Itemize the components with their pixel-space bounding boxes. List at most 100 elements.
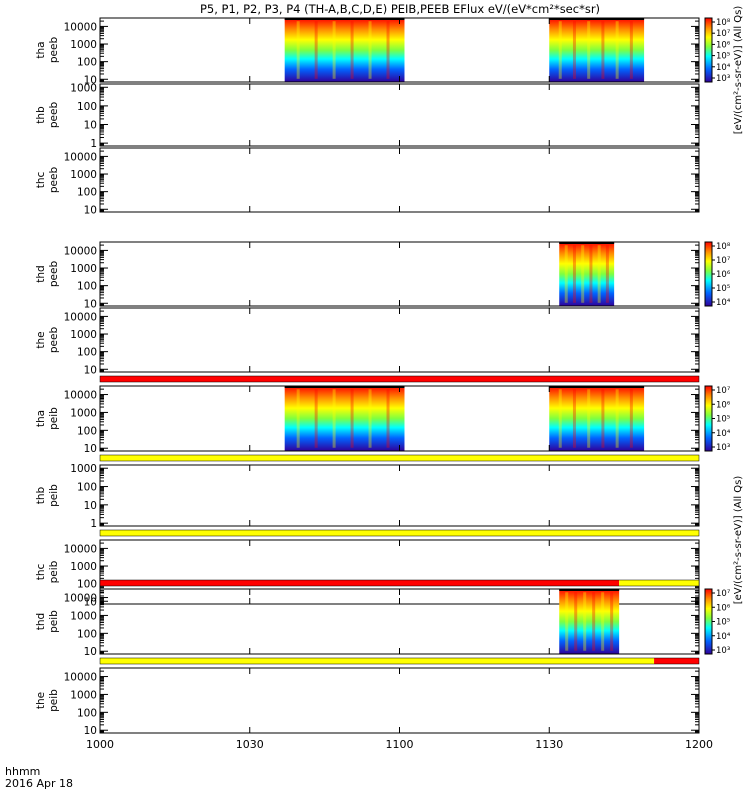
y-tick-label: 10000 <box>64 672 97 684</box>
spectrogram-stripe <box>589 245 593 303</box>
spectrogram-stripe <box>296 389 300 448</box>
colorbar-tick-label: 10⁷ <box>716 256 731 266</box>
quality-bar <box>99 529 700 537</box>
panel-instrument-label: peib <box>48 407 60 430</box>
colorbar-tick-label: 10³ <box>716 646 730 656</box>
time-tick-label: 1130 <box>535 738 563 751</box>
colorbar-tick-label: 10⁸ <box>716 242 731 252</box>
quality-bar-frame <box>99 454 700 462</box>
colorbar-tick-label: 10⁴ <box>716 429 731 439</box>
y-tick-label: 100 <box>77 281 97 293</box>
colorbar <box>704 241 713 307</box>
panel-probe-label: thc <box>35 172 47 189</box>
colorbar-tick-label: 10⁴ <box>716 298 731 308</box>
y-tick-label: 100 <box>77 101 97 113</box>
spectrogram-stripe <box>350 389 354 448</box>
time-tick-label: 1030 <box>236 738 264 751</box>
y-tick-label: 100 <box>77 187 97 199</box>
panel-instrument-label: peib <box>48 484 60 507</box>
y-tick-label: 1000 <box>70 689 97 701</box>
spectrogram-stripe <box>574 592 578 651</box>
colorbar-tick-label: 10³ <box>716 74 730 84</box>
spectrogram-interval <box>559 589 620 654</box>
spectrogram-stripe <box>314 389 318 448</box>
colorbar-tick-label: 10⁶ <box>716 270 731 280</box>
panel-instrument-label: peib <box>48 560 60 583</box>
colorbar-tick-label: 10⁵ <box>716 52 730 62</box>
y-tick-label: 10 <box>84 364 97 376</box>
quality-bar <box>99 579 700 587</box>
panel-the-peeb: 10 100 1000 10000 the peeb <box>35 307 700 376</box>
panel-thd-peib: 10 100 1000 10000 thd peib 10³ 10⁴ 10⁵ 10⁶ 10⁷ <box>35 588 731 658</box>
panel-tha-peib: 10 100 1000 10000 tha peib 10³ 10⁴ 10⁵ 10⁶ 10⁷ <box>35 385 731 455</box>
panel-probe-label: thd <box>35 265 47 282</box>
panel-instrument-label: peib <box>48 689 60 712</box>
spectrogram-stripe <box>314 21 318 79</box>
y-tick-label: 10000 <box>64 390 97 402</box>
y-tick-label: 100 <box>77 707 97 719</box>
quality-segment <box>619 580 699 586</box>
colorbar <box>704 588 713 655</box>
spectrogram-stripe <box>572 245 576 303</box>
spectrogram-interval <box>549 18 645 82</box>
panel-thc-peib: 10 100 1000 10000 thc peib <box>35 539 700 608</box>
y-tick-label: 1 <box>90 138 97 150</box>
y-tick-label: 10 <box>84 500 97 512</box>
panel-probe-label: thd <box>35 613 47 630</box>
spectrogram-stripe <box>332 21 336 79</box>
panel-probe-label: the <box>35 331 47 348</box>
y-tick-label: 10 <box>84 596 97 608</box>
figure-title: P5, P1, P2, P3, P4 (TH-A,B,C,D,E) PEIB,P… <box>200 2 600 16</box>
spectrogram-interval <box>549 386 645 451</box>
panel-probe-label: thb <box>35 106 47 124</box>
spectrogram-interval <box>559 242 615 306</box>
quality-bar <box>99 454 700 462</box>
y-tick-label: 10000 <box>64 311 97 323</box>
spectrogram-stripe <box>386 389 390 448</box>
y-tick-label: 10 <box>84 725 97 737</box>
panel-thb-peib: 1 10 100 1000 thb peib <box>35 463 700 530</box>
colorbar-tick-label: 10⁵ <box>716 618 730 628</box>
colorbar-tick-label: 10⁶ <box>716 400 731 410</box>
spectrogram-stripe <box>601 592 605 651</box>
colorbar <box>704 17 713 83</box>
colorbar-tick-label: 10⁷ <box>716 29 731 39</box>
y-tick-label: 1000 <box>70 407 97 419</box>
quality-bar <box>99 375 700 383</box>
spectrogram-stripe <box>332 389 336 448</box>
panel-thb-peeb: 1 10 100 1000 thb peeb <box>35 82 700 150</box>
panel-instrument-label: peeb <box>48 37 60 64</box>
colorbar-tick-label: 10⁷ <box>716 386 731 396</box>
quality-bar-frame <box>99 579 700 587</box>
panel-instrument-label: peeb <box>48 102 60 129</box>
panel-instrument-label: peeb <box>48 261 60 288</box>
panel-instrument-label: peeb <box>48 167 60 194</box>
colorbar <box>704 385 713 452</box>
y-tick-label: 1000 <box>70 39 97 51</box>
panel-frame <box>99 83 700 147</box>
y-tick-label: 10000 <box>64 593 97 605</box>
quality-bar-frame <box>99 657 700 665</box>
spectrogram-stripe <box>558 389 562 448</box>
spectrogram-stripe <box>587 21 591 79</box>
colorbar-tick-label: 10⁴ <box>716 632 731 642</box>
quality-segment <box>100 580 620 586</box>
spectrogram-stripe <box>601 21 605 79</box>
spectrogram-interval <box>284 18 405 82</box>
colorbar-tick-label: 10⁸ <box>716 18 731 28</box>
spectrogram-stripe <box>592 592 596 651</box>
spectrogram-stripe <box>565 592 569 651</box>
spectrogram-stripe <box>615 21 619 79</box>
spectrogram-stripe <box>615 389 619 448</box>
spectrogram-stripe <box>597 245 601 303</box>
spectrogram-interval <box>284 386 405 451</box>
y-tick-label: 1000 <box>70 263 97 275</box>
quality-segment <box>100 455 699 461</box>
y-tick-label: 100 <box>77 57 97 69</box>
panel-frame <box>99 147 700 213</box>
y-tick-label: 10 <box>84 298 97 310</box>
y-tick-label: 100 <box>77 628 97 640</box>
y-tick-label: 10000 <box>64 151 97 163</box>
spectrogram-stripe <box>610 592 614 651</box>
